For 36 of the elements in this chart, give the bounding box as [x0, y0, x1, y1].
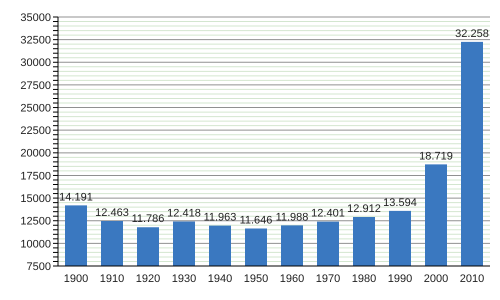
y-tick-label: 12500 — [20, 216, 51, 228]
y-tick-label: 15000 — [20, 192, 51, 205]
data-label: 11.786 — [132, 213, 164, 226]
x-tick-label: 2000 — [424, 272, 448, 285]
x-tick-label: 1900 — [64, 272, 88, 285]
data-label: 12.463 — [95, 207, 129, 220]
x-tick-label: 1940 — [208, 272, 232, 285]
y-tick-label: 35000 — [20, 12, 51, 24]
x-tick-label: 1950 — [244, 272, 268, 285]
x-tick-label: 2010 — [460, 272, 484, 285]
y-tick-label: 25000 — [20, 102, 51, 114]
y-tick-label: 10000 — [20, 238, 51, 250]
data-label: 14.191 — [59, 191, 93, 204]
data-label: 11.988 — [276, 211, 308, 224]
data-label: 13.594 — [383, 196, 417, 209]
x-tick-label: 1960 — [280, 272, 304, 285]
x-tick-label: 1970 — [316, 272, 340, 285]
x-tick-label: 1910 — [100, 272, 124, 285]
x-tick-label: 1920 — [136, 272, 160, 285]
data-label: 32.258 — [455, 28, 489, 40]
data-label: 12.912 — [347, 202, 381, 215]
data-label: 12.401 — [311, 208, 345, 220]
x-tick-label: 1980 — [352, 272, 376, 285]
data-label: 11.963 — [204, 212, 236, 224]
y-tick-label: 27500 — [20, 80, 51, 92]
y-tick-label: 32500 — [20, 34, 51, 47]
y-tick-label: 30000 — [20, 57, 51, 70]
data-label: 18.719 — [419, 150, 453, 162]
x-tick-label: 1990 — [388, 272, 412, 285]
data-label: 12.418 — [167, 207, 201, 220]
x-tick-label: 1930 — [172, 272, 196, 285]
data-label: 11.646 — [240, 214, 272, 226]
y-tick-label: 7500 — [26, 260, 51, 273]
y-tick-label: 20000 — [20, 148, 51, 160]
y-tick-label: 22500 — [20, 125, 51, 138]
y-tick-label: 17500 — [20, 170, 51, 182]
